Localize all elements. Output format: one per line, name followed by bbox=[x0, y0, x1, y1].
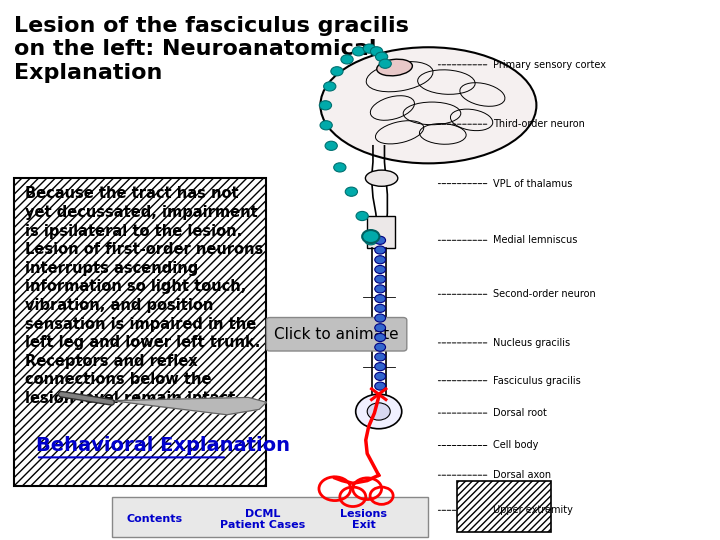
Circle shape bbox=[375, 275, 386, 283]
Ellipse shape bbox=[320, 47, 536, 163]
Circle shape bbox=[333, 163, 346, 172]
Text: Dorsal root: Dorsal root bbox=[493, 408, 547, 418]
Bar bbox=[367, 216, 395, 248]
Circle shape bbox=[375, 295, 386, 302]
Polygon shape bbox=[112, 397, 266, 415]
Circle shape bbox=[364, 44, 376, 53]
Circle shape bbox=[367, 403, 390, 420]
Circle shape bbox=[353, 47, 365, 56]
Text: Medial lemniscus: Medial lemniscus bbox=[493, 235, 577, 245]
Text: Cell body: Cell body bbox=[493, 441, 539, 450]
Circle shape bbox=[341, 55, 353, 64]
Circle shape bbox=[375, 265, 386, 273]
Circle shape bbox=[375, 246, 386, 254]
Circle shape bbox=[362, 230, 379, 243]
Circle shape bbox=[379, 59, 392, 68]
Text: Lesions
Exit: Lesions Exit bbox=[340, 509, 387, 530]
Circle shape bbox=[356, 212, 369, 220]
Text: Dorsal axon: Dorsal axon bbox=[493, 470, 552, 480]
Circle shape bbox=[346, 187, 358, 196]
Text: Second-order neuron: Second-order neuron bbox=[493, 289, 596, 299]
Ellipse shape bbox=[366, 170, 397, 186]
Text: Third-order neuron: Third-order neuron bbox=[493, 119, 585, 129]
Bar bbox=[14, 178, 266, 486]
Circle shape bbox=[356, 394, 402, 429]
Circle shape bbox=[375, 333, 386, 342]
Circle shape bbox=[371, 47, 383, 56]
Text: Primary sensory cortex: Primary sensory cortex bbox=[493, 60, 606, 70]
Circle shape bbox=[375, 353, 386, 361]
Bar bbox=[457, 481, 551, 532]
Circle shape bbox=[375, 373, 386, 380]
Circle shape bbox=[331, 67, 343, 76]
Text: Nucleus gracilis: Nucleus gracilis bbox=[493, 338, 570, 348]
Text: Behavioral Explanation: Behavioral Explanation bbox=[36, 436, 290, 455]
Bar bbox=[112, 497, 428, 537]
Circle shape bbox=[324, 82, 336, 91]
Circle shape bbox=[375, 314, 386, 322]
Text: Contents: Contents bbox=[127, 515, 183, 524]
Text: Because the tract has not
yet decussated, impairment
is ipsilateral to the lesio: Because the tract has not yet decussated… bbox=[25, 186, 264, 406]
Ellipse shape bbox=[377, 59, 413, 76]
Text: Click to animate: Click to animate bbox=[274, 327, 399, 342]
Circle shape bbox=[375, 304, 386, 312]
Circle shape bbox=[375, 255, 386, 264]
Circle shape bbox=[320, 100, 331, 110]
Circle shape bbox=[375, 236, 386, 244]
Circle shape bbox=[325, 141, 337, 150]
Circle shape bbox=[376, 52, 388, 61]
Text: Fasciculus gracilis: Fasciculus gracilis bbox=[493, 376, 581, 386]
Text: Upper extremity: Upper extremity bbox=[493, 505, 573, 515]
Text: VPL of thalamus: VPL of thalamus bbox=[493, 179, 572, 188]
Circle shape bbox=[320, 120, 333, 130]
Circle shape bbox=[375, 363, 386, 371]
Text: Lesion of the fasciculus gracilis
on the left: Neuroanatomical
Explanation: Lesion of the fasciculus gracilis on the… bbox=[14, 16, 409, 83]
Circle shape bbox=[365, 235, 377, 245]
Circle shape bbox=[375, 285, 386, 293]
Circle shape bbox=[375, 343, 386, 352]
Text: DCML
Patient Cases: DCML Patient Cases bbox=[220, 509, 305, 530]
Circle shape bbox=[375, 382, 386, 390]
FancyBboxPatch shape bbox=[266, 318, 407, 351]
Circle shape bbox=[375, 323, 386, 332]
